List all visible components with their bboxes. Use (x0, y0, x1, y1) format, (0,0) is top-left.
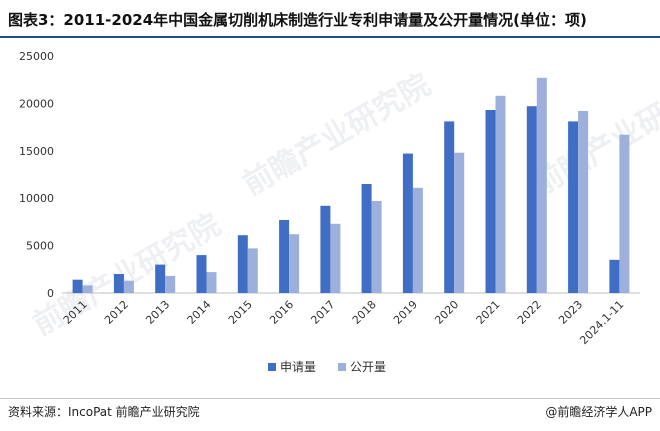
y-tick-label-2: 10000 (19, 192, 54, 205)
bar-applications-2023 (568, 121, 579, 294)
source-note: 资料来源：IncoPat 前瞻产业研究院 (8, 405, 200, 419)
bar-publications-2022 (536, 77, 547, 293)
x-tick-label-9: 2020 (432, 298, 461, 327)
bar-publications-2023 (578, 111, 589, 293)
x-tick-label-12: 2023 (556, 298, 585, 327)
bar-applications-2016 (279, 220, 290, 293)
bar-applications-2020 (444, 121, 455, 294)
y-tick-label-1: 5000 (26, 240, 54, 253)
bar-publications-2021 (495, 95, 506, 293)
x-tick-label-4: 2015 (226, 298, 255, 327)
x-tick-label-1: 2012 (102, 298, 131, 327)
footer-divider (0, 398, 660, 399)
legend-swatch-0 (268, 363, 276, 371)
bar-publications-2024.1-11 (619, 134, 630, 293)
bar-publications-2011 (82, 285, 93, 293)
y-tick-label-5: 25000 (19, 50, 54, 63)
bar-applications-2015 (237, 235, 248, 293)
bar-publications-2012 (123, 280, 134, 293)
x-tick-label-7: 2018 (350, 298, 379, 327)
x-tick-label-10: 2021 (474, 298, 503, 327)
x-tick-label-3: 2014 (185, 298, 214, 327)
legend-swatch-1 (338, 363, 346, 371)
bar-applications-2024.1-11 (609, 259, 620, 293)
x-tick-label-5: 2016 (267, 298, 296, 327)
bar-chart: 0 5000 10000 15000 20000 25000 2011 2012 2013 201… (19, 50, 640, 374)
x-tick-label-8: 2019 (391, 298, 420, 327)
bar-publications-2014 (206, 272, 217, 293)
bar-publications-2020 (454, 152, 465, 293)
bar-applications-2018 (361, 184, 372, 293)
y-tick-label-4: 20000 (19, 97, 54, 110)
brand-label: @前瞻经济学人APP (545, 405, 652, 419)
title-divider (0, 36, 660, 38)
x-tick-label-11: 2022 (515, 298, 544, 327)
y-tick-label-3: 15000 (19, 145, 54, 158)
bar-applications-2017 (320, 205, 331, 293)
legend-label-0: 申请量 (280, 360, 316, 374)
x-tick-label-6: 2017 (308, 298, 337, 327)
bar-applications-2022 (526, 106, 537, 293)
bar-publications-2017 (330, 223, 341, 293)
bar-publications-2019 (412, 187, 423, 293)
bar-applications-2012 (113, 274, 124, 293)
y-tick-label-0: 0 (47, 287, 54, 300)
x-tick-label-13: 2024.1-11 (577, 298, 626, 347)
bar-applications-2013 (155, 264, 166, 293)
chart-title: 图表3：2011-2024年中国金属切削机床制造行业专利申请量及公开量情况(单位… (8, 11, 587, 29)
bar-publications-2015 (247, 248, 258, 293)
legend-label-1: 公开量 (350, 360, 386, 374)
x-tick-label-0: 2011 (61, 298, 90, 327)
bar-applications-2021 (485, 110, 496, 293)
bar-publications-2013 (165, 275, 176, 293)
bar-applications-2011 (72, 279, 83, 293)
bar-publications-2016 (289, 234, 300, 293)
bar-applications-2014 (196, 255, 207, 293)
bar-publications-2018 (371, 201, 382, 293)
x-tick-label-2: 2013 (143, 298, 172, 327)
bar-applications-2019 (402, 153, 413, 293)
